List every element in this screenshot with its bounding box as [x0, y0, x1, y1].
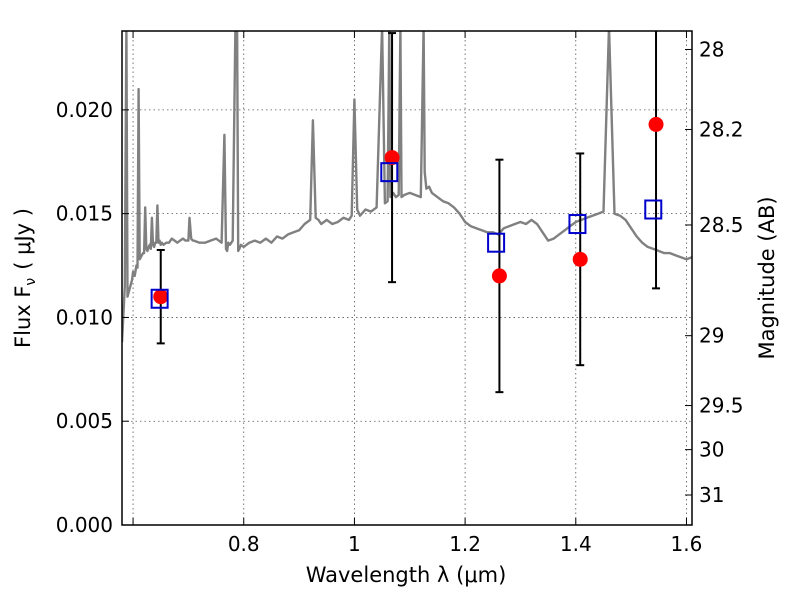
plot-frame — [121, 30, 693, 526]
y-tick-label-3: 0.015 — [56, 202, 113, 226]
observed-point-3 — [572, 251, 588, 267]
observed-point-4 — [648, 116, 664, 132]
y2-tick-label-2: 28.5 — [699, 213, 744, 237]
y-tick-label-2: 0.010 — [56, 305, 113, 329]
plot-area — [122, 31, 692, 394]
x-axis-label: Wavelength λ (μm) — [306, 563, 507, 587]
observed-point-1 — [384, 150, 400, 166]
y-tick-label-0: 0.000 — [56, 513, 113, 537]
x-tick-label-2: 1 — [348, 532, 361, 556]
y2-tick-label-3: 29 — [699, 324, 724, 348]
y2-tick-label-6: 31 — [699, 483, 724, 507]
y2-tick-label-1: 28.2 — [699, 117, 744, 141]
y-tick-label-4: 0.020 — [56, 98, 113, 122]
observed-point-0 — [153, 289, 169, 305]
x-tick-label-5: 1.6 — [671, 532, 703, 556]
y-axis-label: Flux Fν ( μJy ) — [11, 208, 39, 348]
observed-point-2 — [491, 268, 507, 284]
spectrum-line — [122, 31, 692, 343]
y2-tick-label-0: 28 — [699, 37, 724, 61]
x-tick-label-1: 0.8 — [228, 532, 260, 556]
model-point-3 — [568, 214, 587, 235]
y-axis-label-units: ( μJy ) — [11, 208, 35, 270]
model-point-1 — [380, 162, 399, 183]
y2-tick-label-4: 29.5 — [699, 394, 744, 418]
y2-axis-label: Magnitude (AB) — [755, 196, 779, 359]
x-tick-label-3: 1.2 — [449, 532, 481, 556]
model-point-2 — [487, 232, 506, 253]
y-axis-label-main: Flux F — [11, 286, 35, 348]
x-tick-label-4: 1.4 — [560, 532, 592, 556]
model-point-0 — [150, 288, 169, 309]
y2-tick-label-5: 30 — [699, 438, 724, 462]
axis-ticks: 0.8 1 1.2 1.4 1.6 0.000 0.005 0.010 0.015 0.020 28… — [56, 31, 744, 556]
model-point-4 — [644, 199, 663, 220]
y-axis-label-subscript: ν — [23, 278, 39, 286]
y-tick-label-1: 0.005 — [56, 409, 113, 433]
